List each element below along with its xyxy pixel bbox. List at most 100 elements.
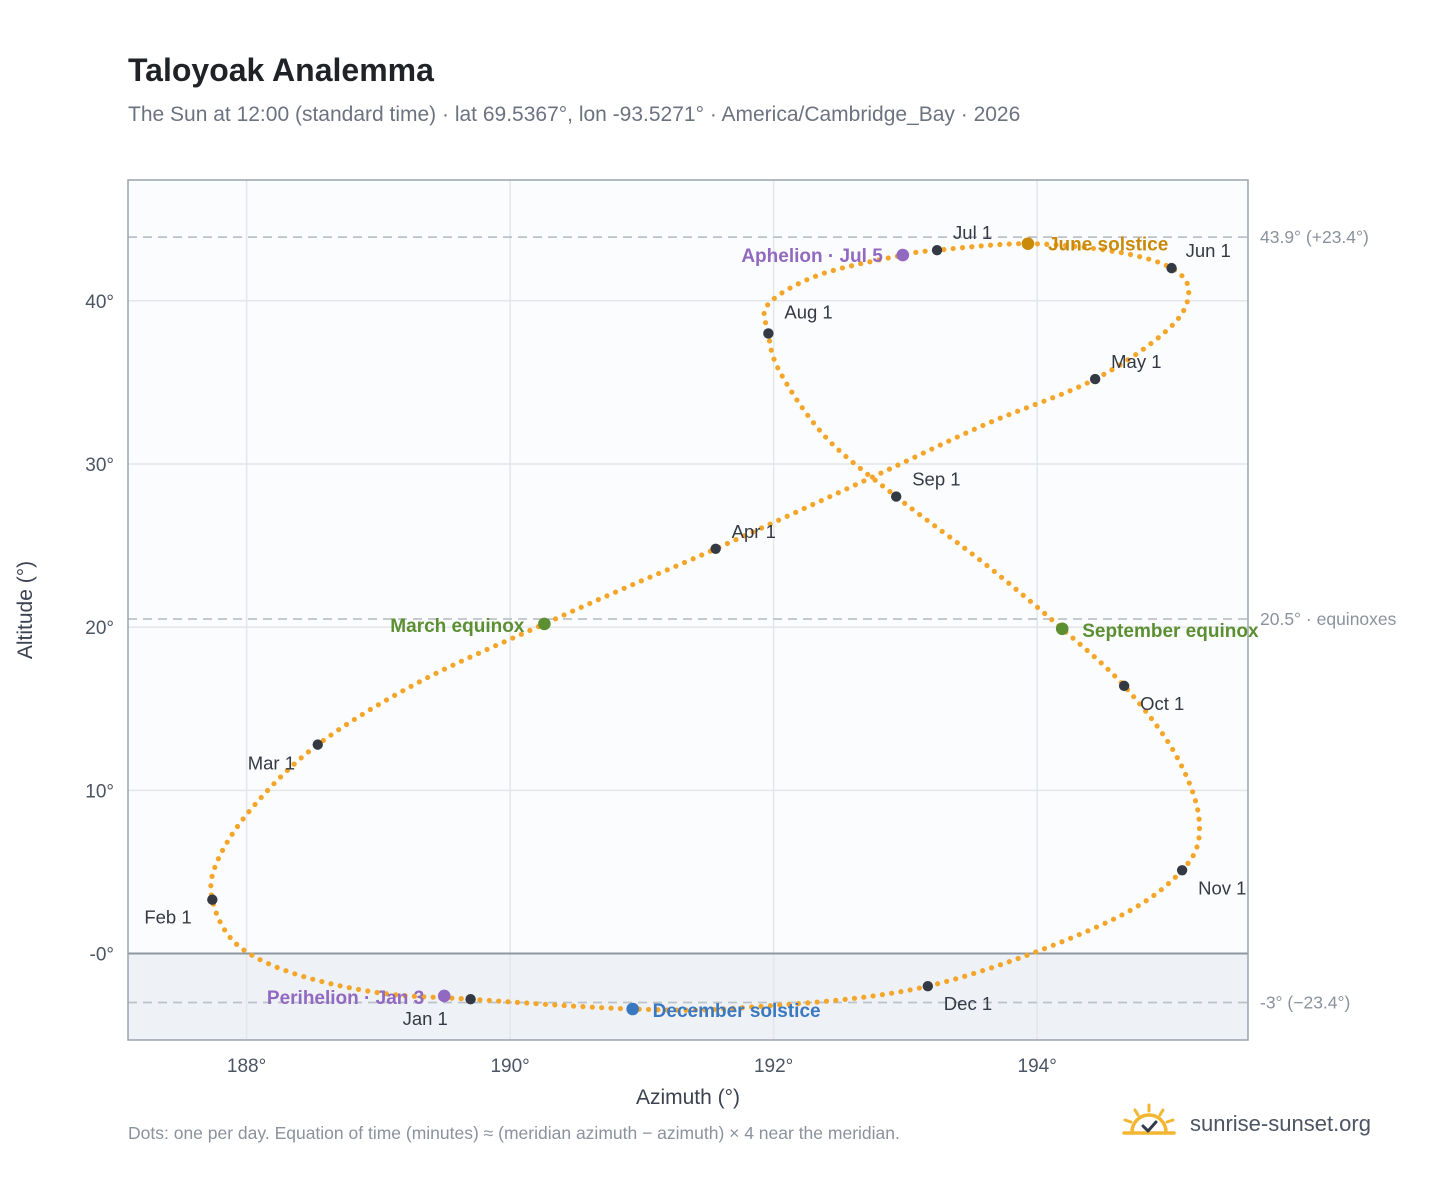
day-dot xyxy=(898,989,904,995)
day-dot xyxy=(1006,959,1012,965)
day-dot xyxy=(1085,928,1091,934)
day-dot xyxy=(801,505,807,512)
day-dot xyxy=(249,952,255,958)
day-dot xyxy=(1196,835,1202,841)
month-label: Feb 1 xyxy=(144,907,191,928)
day-dot xyxy=(524,1000,530,1006)
month-marker xyxy=(1166,262,1177,274)
day-dot xyxy=(1072,243,1078,249)
day-dot xyxy=(257,957,263,963)
day-dot xyxy=(240,816,246,822)
day-dot xyxy=(411,993,417,999)
day-dot xyxy=(578,604,584,610)
day-dot xyxy=(1148,715,1155,722)
day-dot xyxy=(570,1003,577,1009)
event-markers: June solstice December solstice March equi… xyxy=(267,235,1259,1022)
day-dot xyxy=(767,521,773,527)
day-dot xyxy=(408,683,414,689)
day-dot xyxy=(416,679,422,685)
day-dot xyxy=(441,666,448,672)
y-tick-label: 10° xyxy=(85,781,114,802)
day-dot xyxy=(1006,412,1012,418)
day-dot xyxy=(758,1003,764,1009)
day-dot xyxy=(501,639,507,645)
day-dot xyxy=(1181,307,1187,314)
day-dot xyxy=(458,996,464,1002)
day-dot xyxy=(393,992,399,998)
day-dot xyxy=(1101,371,1107,377)
day-dot xyxy=(365,988,371,994)
day-dot xyxy=(421,994,427,1000)
day-dot xyxy=(1165,881,1172,887)
day-dot xyxy=(829,441,835,447)
month-label: Sep 1 xyxy=(912,469,960,490)
day-dot xyxy=(234,823,241,830)
day-dot xyxy=(328,732,334,738)
event-marker xyxy=(1055,622,1069,636)
day-dot xyxy=(638,578,644,584)
day-dot xyxy=(1146,256,1152,262)
day-dot xyxy=(1185,860,1191,867)
day-dot xyxy=(589,1004,595,1010)
day-dot xyxy=(739,1005,745,1011)
day-dot xyxy=(954,539,960,546)
day-dot xyxy=(1172,874,1178,880)
day-dot xyxy=(953,976,959,982)
brand-logo[interactable]: sunrise-sunset.org xyxy=(1120,1100,1390,1150)
day-dot xyxy=(552,616,559,622)
day-dot xyxy=(823,434,829,440)
plot-background xyxy=(128,180,1248,1040)
day-dot xyxy=(467,654,473,660)
day-dot xyxy=(848,263,855,269)
x-tick-label: 188° xyxy=(227,1056,266,1077)
x-axis-label: Azimuth (°) xyxy=(636,1086,740,1109)
day-dot xyxy=(1067,388,1073,394)
day-dot xyxy=(310,976,316,982)
day-dot xyxy=(621,585,627,591)
day-dot xyxy=(383,697,390,703)
day-dot xyxy=(810,501,816,508)
day-dot xyxy=(604,593,610,599)
day-dot xyxy=(929,446,935,452)
day-dot xyxy=(1186,289,1192,296)
day-dot xyxy=(768,347,774,353)
day-dot xyxy=(889,990,895,996)
day-dot xyxy=(1158,887,1164,893)
day-dot xyxy=(805,412,811,418)
day-dot xyxy=(724,540,731,547)
day-dot xyxy=(258,794,264,801)
day-dot xyxy=(655,1007,661,1013)
day-dot xyxy=(1148,340,1154,347)
day-dot xyxy=(674,1007,680,1013)
month-label: Apr 1 xyxy=(732,521,776,542)
reference-line-label: 20.5° · equinoxes xyxy=(1260,609,1397,629)
day-dot xyxy=(505,999,511,1005)
day-dot xyxy=(328,981,334,987)
day-dot xyxy=(977,557,983,563)
day-dot xyxy=(886,466,893,472)
day-dot xyxy=(980,968,986,974)
day-dot xyxy=(359,711,365,718)
day-dot xyxy=(580,1004,586,1010)
day-dot xyxy=(533,1001,539,1007)
day-dot xyxy=(779,373,785,379)
day-dot xyxy=(947,534,953,540)
day-dot xyxy=(1186,780,1192,786)
day-dot xyxy=(1044,241,1050,247)
month-label: May 1 xyxy=(1111,351,1161,372)
y-tick-label: 40° xyxy=(85,292,114,313)
day-dot xyxy=(944,978,950,984)
day-dot xyxy=(836,447,842,453)
day-dot xyxy=(1098,660,1104,666)
day-dot xyxy=(1127,907,1133,914)
day-dot xyxy=(217,919,223,925)
sun-check-icon xyxy=(1122,1103,1176,1135)
day-dot xyxy=(924,517,930,523)
reference-line-label: -3° (−23.4°) xyxy=(1260,992,1350,1012)
day-dot xyxy=(991,568,997,574)
day-dot xyxy=(1179,273,1185,279)
day-dot xyxy=(887,489,893,495)
day-dot xyxy=(1016,241,1022,247)
day-dot xyxy=(733,537,739,543)
day-dot xyxy=(1155,259,1161,265)
